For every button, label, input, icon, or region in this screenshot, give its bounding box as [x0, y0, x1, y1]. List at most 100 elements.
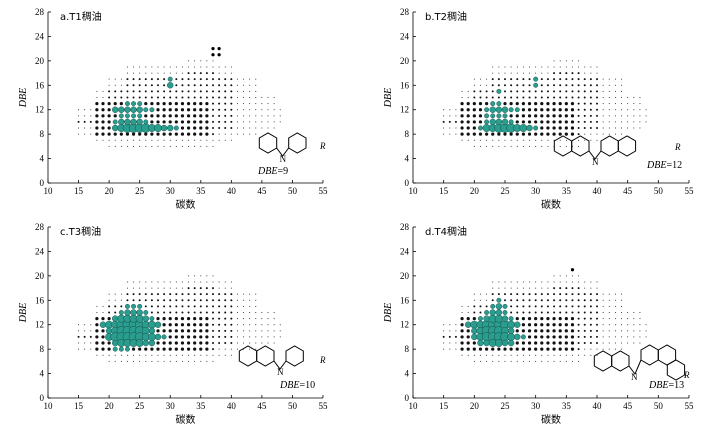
data-point [199, 126, 203, 130]
data-point [194, 275, 196, 277]
data-point [454, 120, 457, 123]
data-point [533, 125, 539, 131]
data-point [157, 305, 159, 308]
data-point [236, 115, 238, 117]
data-point [206, 139, 208, 141]
data-point [175, 299, 178, 302]
data-point [137, 113, 143, 119]
data-point [578, 60, 580, 62]
data-point [119, 102, 123, 106]
data-point [101, 132, 105, 136]
data-point [443, 324, 445, 326]
data-point [448, 120, 451, 123]
data-point [495, 106, 503, 113]
data-point [521, 347, 526, 351]
data-point [596, 342, 598, 345]
data-point [565, 281, 567, 283]
data-point [529, 354, 531, 356]
data-point [126, 78, 129, 81]
data-point [596, 84, 598, 87]
data-point [193, 120, 197, 124]
ring-shape [288, 132, 307, 154]
data-point [461, 97, 463, 98]
data-point [541, 354, 543, 356]
data-point [510, 90, 513, 93]
data-point [102, 139, 104, 141]
data-point [180, 335, 185, 339]
data-point [163, 96, 166, 99]
data-point [486, 299, 488, 301]
x-tick-label: 10 [409, 401, 419, 411]
data-point [194, 66, 196, 68]
data-point [230, 72, 232, 74]
data-point [169, 293, 172, 296]
data-point [527, 132, 532, 136]
data-point [577, 108, 580, 111]
data-point [515, 120, 519, 124]
data-point [510, 72, 512, 74]
data-point [137, 101, 143, 107]
data-point [492, 72, 494, 74]
data-point [449, 133, 451, 135]
data-point [205, 114, 209, 118]
data-point [596, 72, 598, 74]
data-point [90, 330, 92, 332]
data-point [273, 342, 275, 344]
data-point [460, 108, 464, 112]
data-point [559, 287, 562, 290]
data-point [105, 327, 113, 335]
y-tick-label: 28 [35, 222, 45, 232]
data-point [498, 66, 500, 68]
data-point [509, 102, 513, 106]
data-point [491, 132, 495, 136]
data-point [521, 132, 526, 136]
data-point [249, 90, 251, 92]
data-point [558, 120, 562, 124]
data-point [157, 90, 159, 93]
data-point [570, 102, 575, 106]
data-point [472, 126, 476, 130]
data-point [559, 299, 562, 302]
data-point [200, 275, 202, 277]
data-point [510, 84, 513, 87]
data-point [466, 114, 470, 118]
x-tick-label: 55 [685, 186, 695, 196]
data-point [510, 66, 512, 68]
data-point [510, 96, 513, 99]
data-point [473, 305, 476, 308]
data-point [114, 299, 116, 301]
data-point [224, 335, 227, 338]
data-point [577, 84, 580, 87]
data-point [224, 293, 227, 296]
data-point [529, 139, 531, 141]
data-point [479, 145, 481, 147]
data-point [138, 132, 142, 136]
y-tick-label: 4 [40, 154, 45, 164]
data-point [84, 342, 86, 344]
data-point [486, 139, 488, 141]
x-tick-label: 20 [470, 401, 480, 411]
x-tick-label: 40 [227, 186, 237, 196]
data-point [621, 312, 623, 313]
data-point [558, 335, 562, 339]
y-tick-label: 24 [400, 246, 410, 256]
data-point [139, 287, 141, 289]
data-point [243, 324, 245, 326]
x-tick-label: 50 [288, 401, 298, 411]
data-point [541, 360, 543, 362]
data-point [553, 305, 556, 308]
data-point [151, 287, 153, 289]
data-point [168, 317, 172, 321]
data-point [187, 90, 190, 93]
data-point [540, 102, 544, 106]
data-point [521, 323, 526, 327]
y-tick-label: 0 [40, 393, 45, 403]
data-point [261, 121, 263, 123]
data-point [583, 293, 586, 296]
data-point [495, 118, 503, 126]
data-point [528, 299, 531, 302]
ring-shape [611, 350, 630, 372]
data-point [230, 293, 233, 296]
data-point [96, 305, 98, 307]
